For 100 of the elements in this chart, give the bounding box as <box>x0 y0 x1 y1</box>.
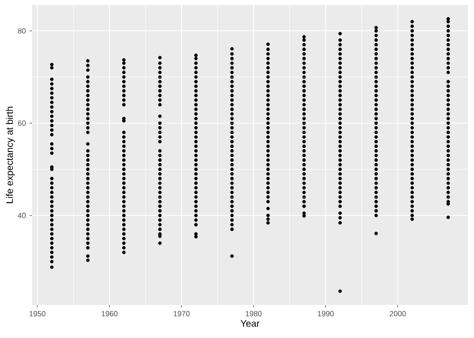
point <box>410 52 414 56</box>
point <box>194 186 198 190</box>
point <box>194 80 198 84</box>
point <box>446 70 450 74</box>
point <box>374 126 378 130</box>
point <box>230 89 234 93</box>
point <box>302 94 306 98</box>
point <box>410 20 414 24</box>
point <box>50 195 54 199</box>
point <box>374 26 378 30</box>
point <box>410 162 414 166</box>
point <box>374 214 378 218</box>
point <box>266 112 270 116</box>
point <box>50 91 54 95</box>
point <box>446 176 450 180</box>
point <box>194 214 198 218</box>
point <box>338 32 342 36</box>
point <box>86 68 90 72</box>
point <box>374 70 378 74</box>
point <box>158 195 162 199</box>
point <box>446 98 450 102</box>
point <box>266 75 270 79</box>
point <box>338 216 342 220</box>
point <box>446 126 450 130</box>
point <box>338 126 342 130</box>
point <box>230 61 234 65</box>
point <box>230 52 234 56</box>
point <box>158 186 162 190</box>
point <box>338 98 342 102</box>
point <box>122 222 126 226</box>
point <box>338 42 342 46</box>
point <box>86 168 90 172</box>
point <box>194 130 198 134</box>
point <box>374 42 378 46</box>
point <box>194 102 198 106</box>
point <box>230 209 234 213</box>
point <box>194 218 198 222</box>
point <box>122 98 126 102</box>
point <box>122 94 126 98</box>
point <box>374 98 378 102</box>
point <box>302 102 306 106</box>
point <box>50 78 54 82</box>
point <box>230 162 234 166</box>
point <box>302 186 306 190</box>
point <box>374 176 378 180</box>
point <box>338 102 342 106</box>
point <box>374 80 378 84</box>
point <box>86 195 90 199</box>
point <box>446 186 450 190</box>
point <box>410 108 414 112</box>
point <box>194 121 198 125</box>
point <box>122 66 126 70</box>
point <box>338 112 342 116</box>
point <box>374 48 378 52</box>
point <box>374 112 378 116</box>
point <box>158 168 162 172</box>
point <box>122 144 126 148</box>
point <box>410 34 414 38</box>
point <box>410 121 414 125</box>
point <box>410 217 414 221</box>
point <box>86 214 90 218</box>
point <box>410 102 414 106</box>
point <box>302 176 306 180</box>
point <box>446 48 450 52</box>
point <box>230 176 234 180</box>
point <box>86 154 90 158</box>
point <box>122 228 126 232</box>
point <box>158 158 162 162</box>
x-axis-title: Year <box>240 320 260 327</box>
point <box>266 200 270 204</box>
point <box>86 59 90 63</box>
point <box>410 168 414 172</box>
point <box>266 80 270 84</box>
point <box>194 176 198 180</box>
point <box>50 265 54 269</box>
point <box>230 80 234 84</box>
point <box>86 162 90 166</box>
y-axis-title: Life expectancy at birth <box>6 106 15 204</box>
point <box>446 135 450 139</box>
point <box>410 48 414 52</box>
point <box>446 140 450 144</box>
point <box>86 209 90 213</box>
point <box>122 250 126 254</box>
point <box>230 144 234 148</box>
point <box>446 116 450 120</box>
point <box>122 89 126 93</box>
point <box>446 80 450 84</box>
point <box>302 121 306 125</box>
point <box>50 62 54 66</box>
point <box>338 135 342 139</box>
point <box>374 172 378 176</box>
point <box>50 222 54 226</box>
point <box>302 112 306 116</box>
point <box>50 232 54 236</box>
point <box>266 42 270 46</box>
point <box>410 140 414 144</box>
point <box>374 84 378 88</box>
point <box>266 89 270 93</box>
point <box>410 135 414 139</box>
point <box>266 135 270 139</box>
